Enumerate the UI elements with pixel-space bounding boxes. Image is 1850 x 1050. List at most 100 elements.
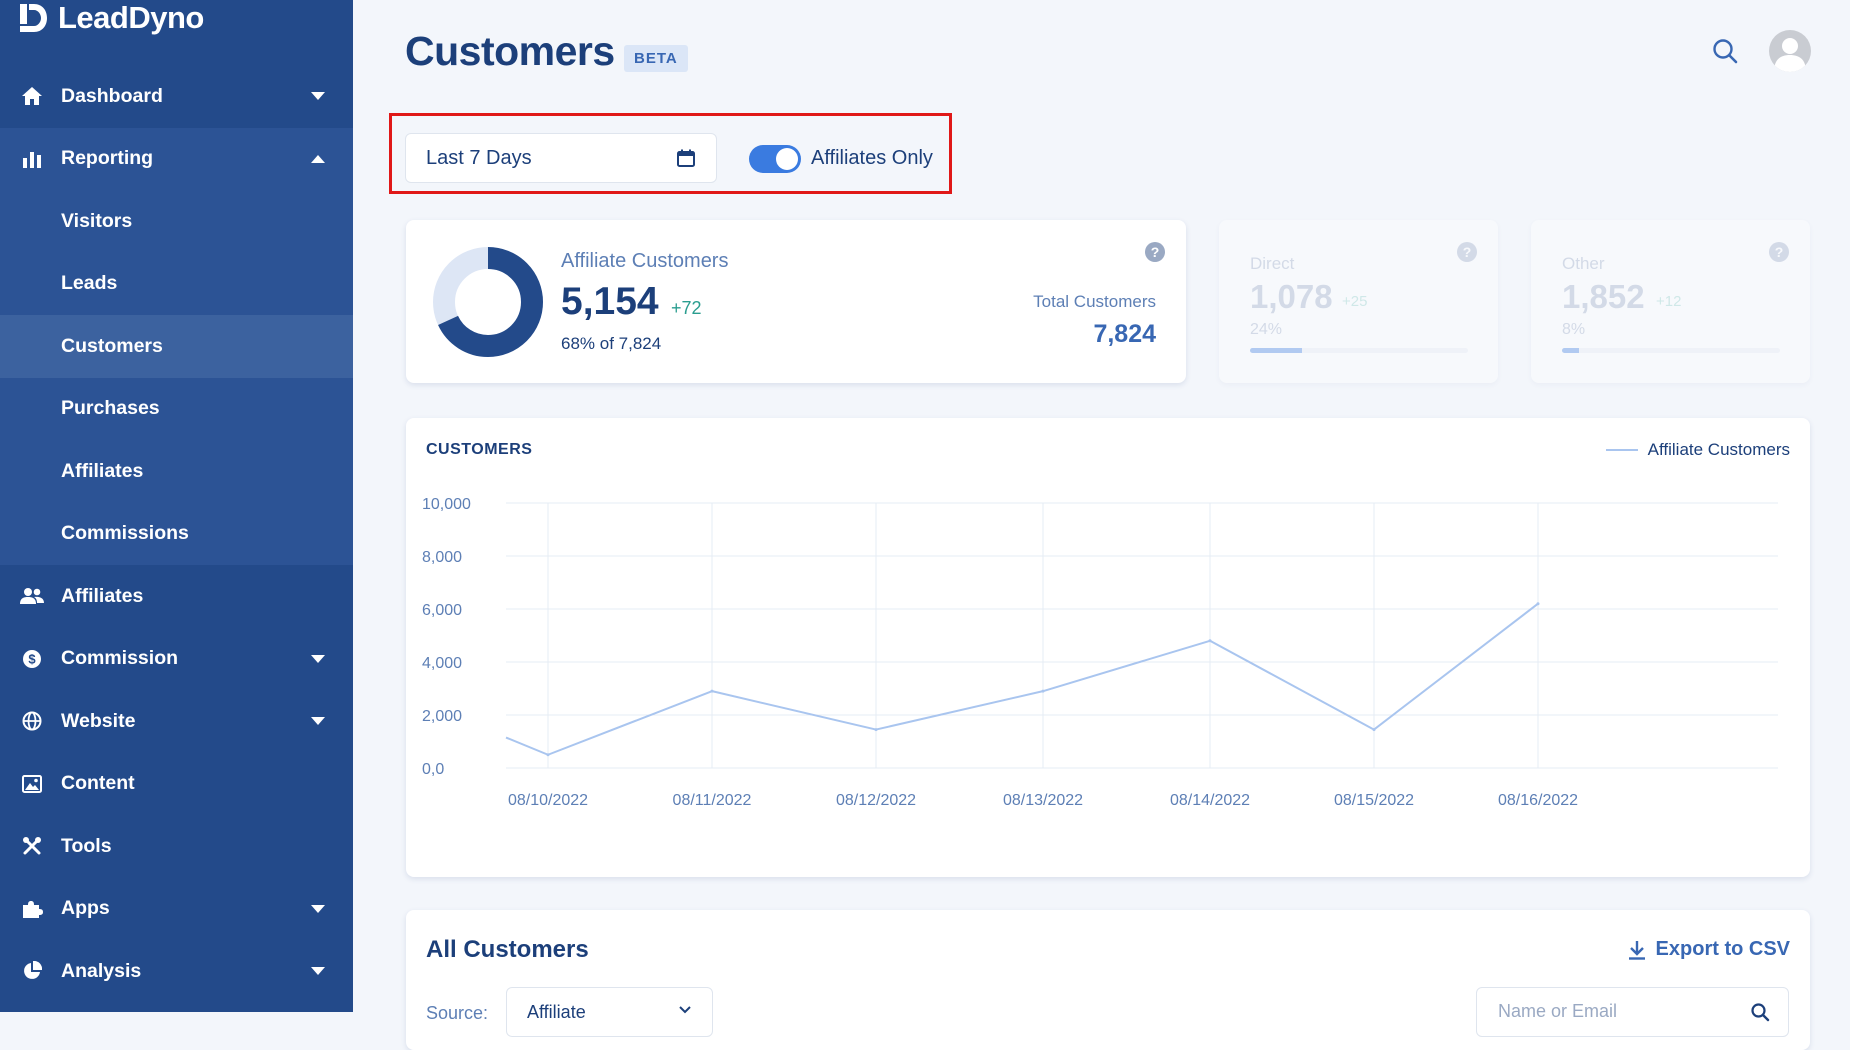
sidebar-item-label: Commissions <box>61 522 189 545</box>
progress-fill <box>1562 348 1580 353</box>
sidebar-item-label: Commission <box>61 647 179 670</box>
leaddyno-logo-icon <box>20 4 47 32</box>
y-tick-label: 6,000 <box>422 602 462 619</box>
sidebar-item-apps[interactable]: Apps <box>0 878 353 941</box>
home-icon <box>20 84 44 108</box>
sidebar: LeadDyno Dashboard Reporting Visitors Le… <box>0 0 353 1012</box>
date-range-picker[interactable]: Last 7 Days <box>405 133 717 183</box>
x-tick-label: 08/11/2022 <box>673 792 752 809</box>
help-icon[interactable]: ? <box>1769 242 1789 262</box>
x-tick-label: 08/12/2022 <box>836 792 916 809</box>
data-point <box>874 728 878 732</box>
sidebar-nav: Dashboard Reporting Visitors Leads Custo… <box>0 65 353 1003</box>
customers-line-chart: 10,000 8,000 6,000 4,000 2,000 0,0 08/10/2022 0… <box>422 496 1778 809</box>
stat-label: Direct <box>1250 254 1295 273</box>
help-icon[interactable]: ? <box>1145 242 1165 262</box>
sidebar-item-commission[interactable]: $ Commission <box>0 628 353 691</box>
sidebar-item-reporting[interactable]: Reporting <box>0 127 353 190</box>
chart-legend[interactable]: Affiliate Customers <box>1605 440 1790 460</box>
puzzle-icon <box>20 897 44 921</box>
sidebar-item-analysis[interactable]: Analysis <box>0 940 353 1003</box>
chevron-up-icon <box>311 154 325 163</box>
sidebar-item-label: Website <box>61 709 136 732</box>
stat-value: 1,078 <box>1250 278 1333 315</box>
sidebar-item-label: Reporting <box>61 147 154 170</box>
export-label: Export to CSV <box>1655 938 1790 960</box>
sidebar-subitem-affiliates[interactable]: Affiliates <box>0 440 353 503</box>
donut-arc <box>433 247 543 357</box>
user-icon <box>1774 38 1806 72</box>
bar-chart-icon <box>20 147 44 171</box>
stat-label: Affiliate Customers <box>561 250 729 272</box>
sidebar-subitem-customers[interactable]: Customers <box>0 315 353 378</box>
x-tick-label: 08/16/2022 <box>1498 792 1578 809</box>
affiliates-only-toggle[interactable] <box>749 145 801 173</box>
sidebar-item-label: Customers <box>61 334 163 357</box>
avatar[interactable] <box>1769 30 1811 72</box>
x-tick-label: 08/14/2022 <box>1170 792 1250 809</box>
chevron-down-icon <box>311 717 325 726</box>
beta-badge: BETA <box>624 45 688 72</box>
y-tick-label: 0,0 <box>422 761 444 778</box>
sidebar-subitem-leads[interactable]: Leads <box>0 253 353 316</box>
chart-title: CUSTOMERS <box>426 441 533 458</box>
legend-label: Affiliate Customers <box>1647 440 1790 459</box>
direct-customers-card: ? Direct 1,078 +25 24% <box>1219 220 1498 383</box>
name-email-search[interactable] <box>1476 987 1789 1037</box>
search-icon[interactable] <box>1711 37 1739 65</box>
data-point <box>710 689 714 693</box>
chevron-down-icon <box>679 1006 691 1014</box>
sidebar-subitem-commissions[interactable]: Commissions <box>0 503 353 566</box>
y-tick-label: 10,000 <box>422 496 471 513</box>
sidebar-item-label: Visitors <box>61 209 133 232</box>
sidebar-item-label: Purchases <box>61 397 160 420</box>
all-customers-card: All Customers Export to CSV Source: Affi… <box>406 910 1810 1050</box>
chevron-down-icon <box>311 92 325 101</box>
total-customers-value: 7,824 <box>1093 320 1156 348</box>
affiliates-only-label: Affiliates Only <box>811 147 933 169</box>
stat-progress-bar <box>1562 348 1780 353</box>
sidebar-item-content[interactable]: Content <box>0 753 353 816</box>
download-icon <box>1628 940 1645 960</box>
y-tick-label: 4,000 <box>422 655 462 672</box>
dollar-icon: $ <box>20 647 44 671</box>
data-point <box>1208 639 1212 643</box>
date-range-value: Last 7 Days <box>426 146 532 169</box>
legend-swatch <box>1605 449 1638 451</box>
logo[interactable]: LeadDyno <box>18 0 204 36</box>
sidebar-subitem-visitors[interactable]: Visitors <box>0 190 353 253</box>
data-point <box>1536 602 1540 606</box>
reporting-submenu: Visitors Leads Customers Purchases Affil… <box>0 190 353 565</box>
sidebar-item-dashboard[interactable]: Dashboard <box>0 65 353 128</box>
other-customers-card: ? Other 1,852 +12 8% <box>1531 220 1810 383</box>
brand-name: LeadDyno <box>58 0 204 35</box>
export-csv-button[interactable]: Export to CSV <box>1628 938 1790 961</box>
stat-progress-bar <box>1250 348 1468 353</box>
source-select[interactable]: Affiliate <box>506 987 713 1037</box>
sidebar-item-tools[interactable]: Tools <box>0 815 353 878</box>
sidebar-item-label: Leads <box>61 272 118 295</box>
svg-text:$: $ <box>28 651 36 666</box>
source-label: Source: <box>426 1003 489 1023</box>
data-point <box>1372 728 1376 732</box>
sidebar-item-label: Content <box>61 772 135 795</box>
stat-share-text: 68% of 7,824 <box>561 334 662 353</box>
sidebar-item-label: Tools <box>61 834 112 857</box>
stat-delta: +72 <box>671 298 702 318</box>
help-icon[interactable]: ? <box>1457 242 1477 262</box>
stat-delta: +12 <box>1656 293 1682 310</box>
x-tick-label: 08/15/2022 <box>1334 792 1414 809</box>
sidebar-item-label: Analysis <box>61 959 142 982</box>
globe-icon <box>20 709 44 733</box>
image-icon <box>20 772 44 796</box>
users-icon <box>20 584 44 608</box>
sidebar-item-label: Dashboard <box>61 84 163 107</box>
sidebar-subitem-purchases[interactable]: Purchases <box>0 378 353 441</box>
source-value: Affiliate <box>527 1002 586 1022</box>
sidebar-item-affiliates[interactable]: Affiliates <box>0 565 353 628</box>
chevron-down-icon <box>311 967 325 976</box>
sidebar-item-website[interactable]: Website <box>0 690 353 753</box>
stat-value: 1,852 <box>1562 278 1645 315</box>
affiliate-customers-card: Affiliate Customers 5,154 +72 68% of 7,8… <box>406 220 1186 383</box>
y-tick-label: 8,000 <box>422 549 462 566</box>
